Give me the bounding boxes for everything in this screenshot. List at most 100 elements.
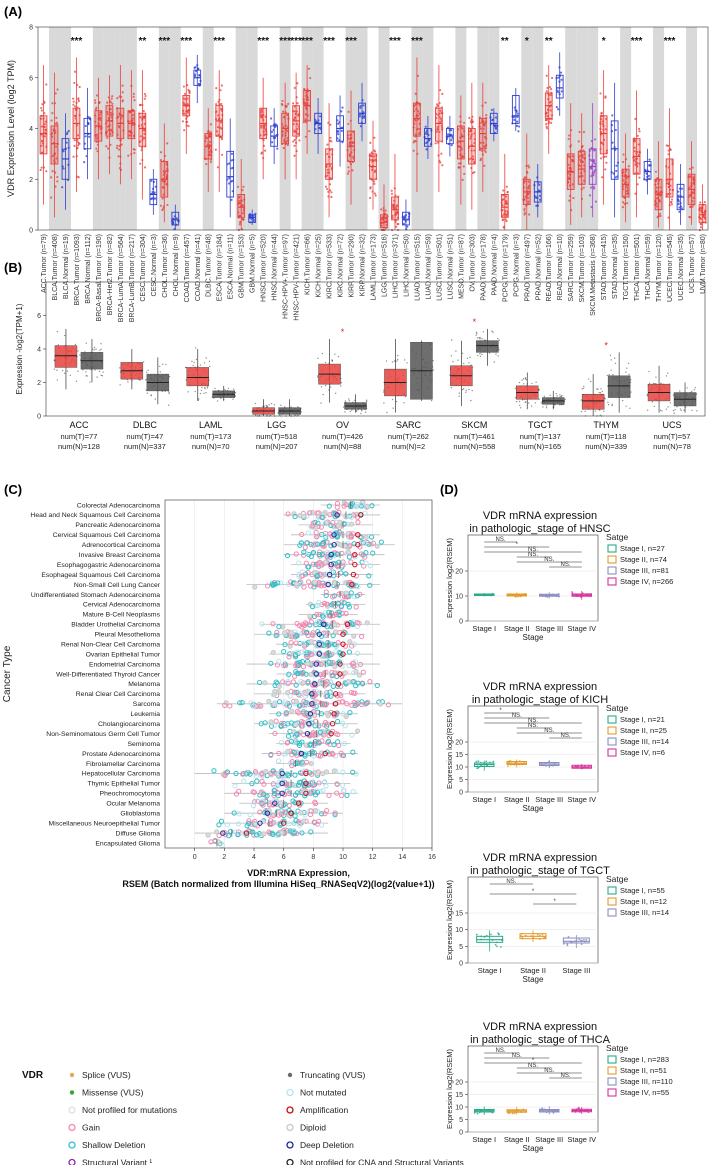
comparison-label: NS. [560, 562, 570, 568]
sample-point [121, 115, 124, 118]
sample-point [347, 170, 350, 173]
legend-label-d: Stage III, n=14 [620, 908, 669, 917]
sample-marker [342, 670, 349, 676]
sample-point [133, 99, 136, 102]
cancer-type-label: Esophageal Squamous Cell Carcinoma [41, 572, 160, 579]
sample-point [463, 121, 466, 124]
sample-point [578, 130, 581, 134]
sample-point [330, 191, 333, 194]
sample-point [625, 371, 627, 373]
sample-point [479, 141, 482, 144]
sample-point [414, 92, 417, 95]
sample-point [270, 117, 273, 120]
sample-point [334, 392, 337, 395]
sample-point [494, 124, 497, 127]
comparison-label: NS. [560, 733, 570, 739]
sample-point [475, 760, 478, 763]
sample-point [228, 162, 231, 165]
sample-point [318, 126, 321, 130]
sample-point [143, 122, 146, 126]
sample-point [630, 391, 632, 393]
sample-point [337, 122, 340, 125]
x-tick-label-a: PCPG.Normal (n=3) [513, 234, 520, 297]
sample-point [359, 125, 363, 128]
sample-point [479, 355, 482, 358]
sample-marker [279, 829, 285, 836]
x-tick-label-a: LGG.Tumor (n=516) [381, 234, 388, 297]
sample-point [329, 136, 332, 139]
x-tick-label-a: SARC.Tumor (n=259) [568, 234, 575, 302]
sample-point [72, 97, 75, 100]
sample-marker [342, 543, 348, 549]
sample-point [259, 111, 262, 115]
y-tick-label-d: 15 [455, 1092, 463, 1099]
sample-point [280, 415, 282, 417]
sample-point [139, 379, 141, 381]
sample-point [688, 186, 691, 189]
y-tick-label-d: 0 [459, 961, 463, 968]
significance-label: *** [213, 36, 225, 47]
sample-point [626, 202, 629, 205]
normal-count-b: num(N)=78 [653, 442, 691, 451]
sample-point [106, 136, 109, 139]
sample-point [479, 353, 481, 355]
legend-label-c: Not mutated [300, 1088, 347, 1098]
sample-point [611, 404, 613, 407]
sample-marker [278, 800, 284, 806]
sample-point [522, 378, 525, 380]
sample-point [98, 113, 101, 116]
sample-point [273, 415, 276, 417]
sample-marker [337, 519, 343, 525]
sample-point [340, 129, 343, 133]
sample-point [307, 98, 310, 101]
x-tick-label-a: ESCA.Tumor (n=184) [217, 234, 224, 301]
sample-point [485, 114, 488, 117]
legend-marker [68, 1158, 76, 1165]
sample-point [545, 406, 548, 409]
sample-point [194, 347, 197, 349]
sample-point [280, 404, 282, 407]
sample-point [75, 380, 78, 382]
x-tick-label-a: LUSC.Tumor (n=501) [436, 234, 443, 301]
x-tick-label-a: PRAD.Tumor (n=497) [524, 234, 531, 302]
sample-point [425, 130, 428, 134]
sample-point [477, 354, 479, 357]
sample-point [260, 114, 263, 117]
sample-point [439, 161, 442, 164]
sample-point [296, 82, 299, 85]
panel-b-label: (B) [4, 260, 22, 275]
sample-point [302, 121, 305, 124]
sample-point [680, 207, 683, 210]
box [665, 158, 674, 198]
sample-point [133, 148, 136, 151]
significance-label: * [341, 327, 345, 337]
tumor-count-b: num(T)=57 [654, 432, 691, 441]
sample-point [638, 130, 641, 133]
significance-label: *** [180, 36, 192, 47]
sample-point [518, 381, 521, 384]
sample-point [324, 361, 327, 364]
sample-point [40, 106, 43, 110]
sample-point [611, 403, 613, 406]
sample-point [133, 151, 136, 155]
cancer-type-label: Leukemia [131, 711, 161, 718]
legend-label-c: Truncating (VUS) [300, 1070, 366, 1080]
sample-marker [325, 713, 331, 719]
x-tick-label-a: PAAD.Tumor (n=178) [480, 234, 487, 301]
sample-point [596, 415, 598, 417]
y-tick-label-b: 4 [37, 347, 41, 354]
sample-point [159, 371, 161, 373]
sample-point [519, 407, 522, 409]
sample-marker [272, 688, 278, 694]
sample-point [359, 104, 362, 108]
sample-point [396, 204, 399, 207]
sample-point [40, 144, 43, 147]
sample-point [674, 408, 676, 411]
cancer-type-label: Ovarian Epithelial Tumor [86, 651, 161, 658]
y-tick-label-d: 15 [455, 911, 463, 918]
sample-point [268, 404, 270, 406]
sample-point [606, 374, 608, 377]
sample-point [154, 398, 156, 400]
sample-point [523, 198, 526, 201]
legend-marker [68, 1123, 76, 1132]
